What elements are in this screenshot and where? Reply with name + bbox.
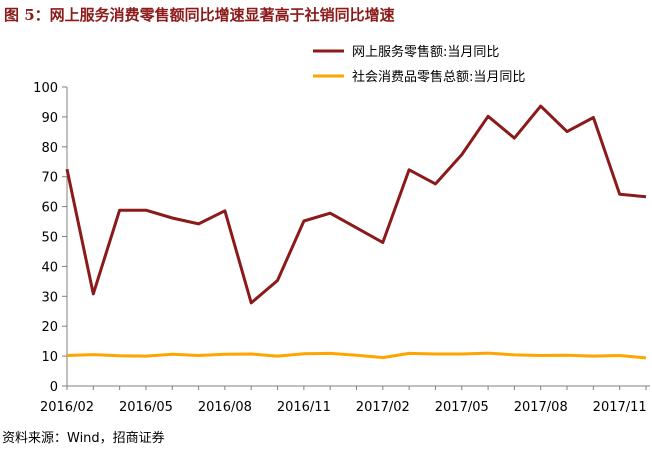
y-tick-label: 30: [41, 290, 58, 305]
x-tick-label: 2017/02: [356, 400, 410, 415]
x-tick-label: 2017/11: [593, 400, 647, 415]
y-tick-label: 0: [50, 380, 58, 395]
y-tick-label: 40: [41, 260, 58, 275]
y-tick-label: 100: [33, 81, 58, 96]
legend-label-series-2: 社会消费品零售总额:当月同比: [352, 69, 525, 85]
y-tick-label: 20: [41, 320, 58, 335]
y-tick-label: 10: [41, 350, 58, 365]
x-tick-label: 2016/02: [40, 400, 94, 415]
x-tick-label: 2017/05: [435, 400, 489, 415]
x-tick-label: 2016/08: [198, 400, 252, 415]
x-tick-label: 2016/11: [277, 400, 331, 415]
y-tick-label: 90: [41, 111, 58, 126]
y-tick-label: 70: [41, 171, 58, 186]
series-line-1: [65, 104, 647, 305]
series-layer: [65, 104, 647, 360]
x-tick-label: 2017/08: [514, 400, 568, 415]
legend: 网上服务零售额:当月同比 社会消费品零售总额:当月同比: [313, 44, 525, 85]
legend-label-series-1: 网上服务零售额:当月同比: [352, 44, 499, 60]
figure-title: 图 5：网上服务消费零售额同比增速显著高于社销同比增速: [4, 6, 395, 24]
series-line-2: [66, 351, 647, 360]
y-tick-label: 60: [41, 201, 58, 216]
source-note: 资料来源：Wind，招商证券: [2, 431, 165, 446]
y-tick-label: 80: [41, 141, 58, 156]
y-tick-label: 50: [41, 231, 58, 246]
x-tick-label: 2016/05: [119, 400, 173, 415]
y-axis: 0 10 20 30 40 50 60 70 80 90 100: [33, 81, 68, 395]
x-axis: 2016/02 2016/05 2016/08 2016/11 2017/02 2017/…: [40, 385, 650, 415]
